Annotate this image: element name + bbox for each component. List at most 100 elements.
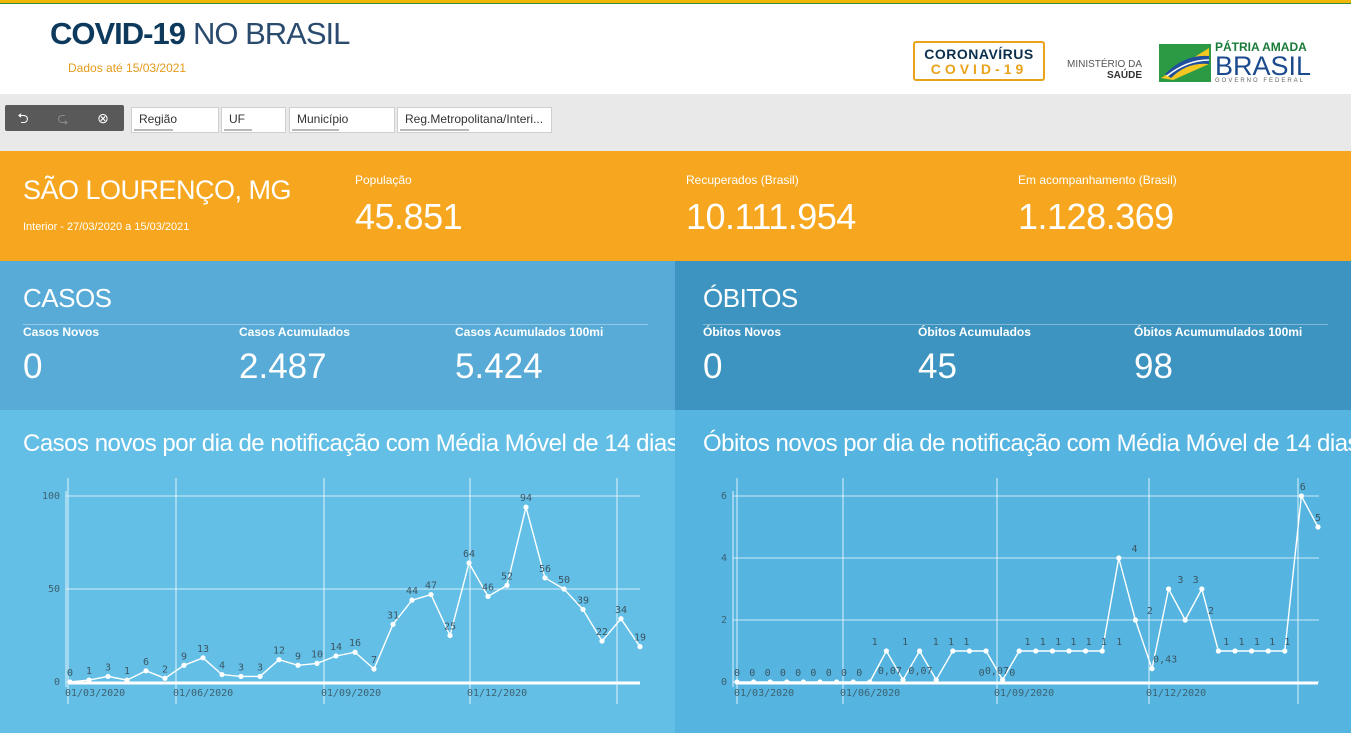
data-point (1298, 493, 1304, 499)
data-point (295, 662, 301, 668)
data-label: 1 (933, 637, 939, 648)
data-point (143, 668, 149, 674)
brazil-flag-icon (1159, 44, 1211, 82)
data-point (447, 632, 453, 639)
x-tick-label: 01/09/2020 (321, 688, 381, 699)
page-title-light: NO BRASIL (192, 16, 350, 51)
filter-reg-metropolitana[interactable]: Reg.Metropolitana/Interi... (397, 107, 552, 133)
redo-selection-icon[interactable]: ⮎ (57, 110, 69, 126)
new-cases-value: 0 (23, 347, 43, 386)
deaths-chart[interactable]: 0 2 4 6 01/03/2020 01/06/2020 01/09/2020 01/12/… (675, 410, 1351, 733)
data-point (105, 673, 111, 680)
filter-reg-metropolitana-label: Reg.Metropolitana/Interi... (405, 112, 544, 126)
y-tick-label: 50 (48, 584, 60, 595)
data-label: 1 (1040, 637, 1046, 648)
deaths-chart-panel: Óbitos novos por dia de notificação com … (675, 410, 1351, 733)
data-point (1149, 666, 1155, 672)
x-tick-label: 01/12/2020 (467, 688, 527, 699)
data-point (466, 560, 472, 566)
data-point (1282, 648, 1288, 654)
x-tick-label: 01/12/2020 (1146, 688, 1206, 699)
x-tick-label: 01/06/2020 (173, 688, 233, 699)
top-accent-line-green (0, 3, 1351, 4)
data-point (1315, 524, 1321, 530)
coronavirus-logo-line1: CORONAVÍRUS (924, 46, 1034, 62)
y-tick-label: 0 (721, 677, 727, 688)
data-label: 5 (1315, 513, 1321, 524)
data-point (1066, 648, 1072, 654)
data-point (1265, 648, 1271, 654)
deaths-chart-title: Óbitos novos por dia de notificação com … (703, 430, 1351, 457)
data-label: 2 (162, 664, 168, 675)
cases-panel: CASOS Casos Novos 0 Casos Acumulados 2.4… (0, 261, 675, 410)
data-label: 1 (86, 666, 92, 677)
data-point (1116, 555, 1122, 561)
monitoring-label: Em acompanhamento (Brasil) (1018, 173, 1177, 187)
cumulative-cases-value: 2.487 (239, 347, 327, 386)
data-label: 1 (124, 666, 130, 677)
data-label: 19 (634, 633, 646, 644)
recovered-label: Recuperados (Brasil) (686, 173, 799, 187)
data-label: 94 (520, 493, 532, 504)
filter-uf[interactable]: UF (221, 107, 286, 133)
brasil-logo-line3: GOVERNO FEDERAL (1215, 78, 1306, 84)
data-point (637, 644, 643, 650)
filter-uf-label: UF (229, 112, 245, 126)
data-label: 1 (948, 637, 954, 648)
data-point (900, 677, 906, 683)
data-point (784, 679, 790, 685)
data-label: 0 (795, 668, 801, 679)
filter-regiao[interactable]: Região (131, 107, 219, 133)
data-point (352, 649, 358, 655)
y-tick-label: 2 (721, 615, 727, 626)
place-period: Interior - 27/03/2020 a 15/03/2021 (23, 221, 190, 233)
data-label: 0 (734, 668, 740, 679)
data-point (800, 679, 806, 685)
data-label: 0,07 (878, 666, 902, 677)
data-label: 39 (577, 595, 589, 606)
filter-bar: ⮌ ⮎ ⊗ Região UF Município Reg.Metropolit… (0, 94, 1351, 151)
ministerio-label: MINISTÉRIO DA SAÚDE (1060, 59, 1142, 81)
data-label: 44 (406, 586, 418, 597)
clear-selection-icon[interactable]: ⊗ (97, 110, 109, 126)
coronavirus-logo: CORONAVÍRUS COVID-19 (913, 41, 1045, 81)
y-tick-label: 6 (721, 491, 727, 502)
data-point (181, 662, 187, 668)
data-label: 1 (902, 637, 908, 648)
data-point (950, 648, 956, 654)
cases-chart-title: Casos novos por dia de notificação com M… (23, 430, 679, 457)
data-label: 7 (371, 655, 377, 666)
data-label: 4 (1132, 544, 1138, 555)
cases-per-100k-value: 5.424 (455, 347, 543, 386)
data-point (1215, 648, 1221, 654)
cases-title: CASOS (23, 283, 112, 313)
new-deaths-label: Óbitos Novos (703, 325, 782, 339)
data-point (1199, 586, 1205, 592)
cases-chart-panel: Casos novos por dia de notificação com M… (0, 410, 679, 733)
data-point (371, 666, 377, 672)
data-label: 1 (1024, 637, 1030, 648)
data-label: 13 (197, 644, 209, 655)
data-label: 0 (749, 668, 755, 679)
cases-divider (23, 324, 648, 325)
filter-municipio[interactable]: Município (289, 107, 395, 133)
data-point (86, 677, 92, 683)
undo-selection-icon[interactable]: ⮌ (17, 110, 29, 126)
place-name: SÃO LOURENÇO, MG (23, 175, 292, 205)
page-title: COVID-19 NO BRASIL (50, 16, 350, 52)
data-label: 6 (143, 657, 149, 668)
population-label: População (355, 173, 412, 187)
data-point (933, 677, 939, 683)
data-point (200, 655, 206, 661)
data-point (409, 597, 415, 603)
data-label: 1 (1254, 637, 1260, 648)
deaths-title: ÓBITOS (703, 283, 798, 313)
cumulative-deaths-label: Óbitos Acumulados (918, 325, 1031, 339)
data-point (817, 679, 823, 685)
data-point (1232, 648, 1238, 654)
data-label: 10 (311, 649, 323, 660)
data-label: 3 (1193, 575, 1199, 586)
data-point (1249, 648, 1255, 654)
data-point (983, 648, 989, 654)
